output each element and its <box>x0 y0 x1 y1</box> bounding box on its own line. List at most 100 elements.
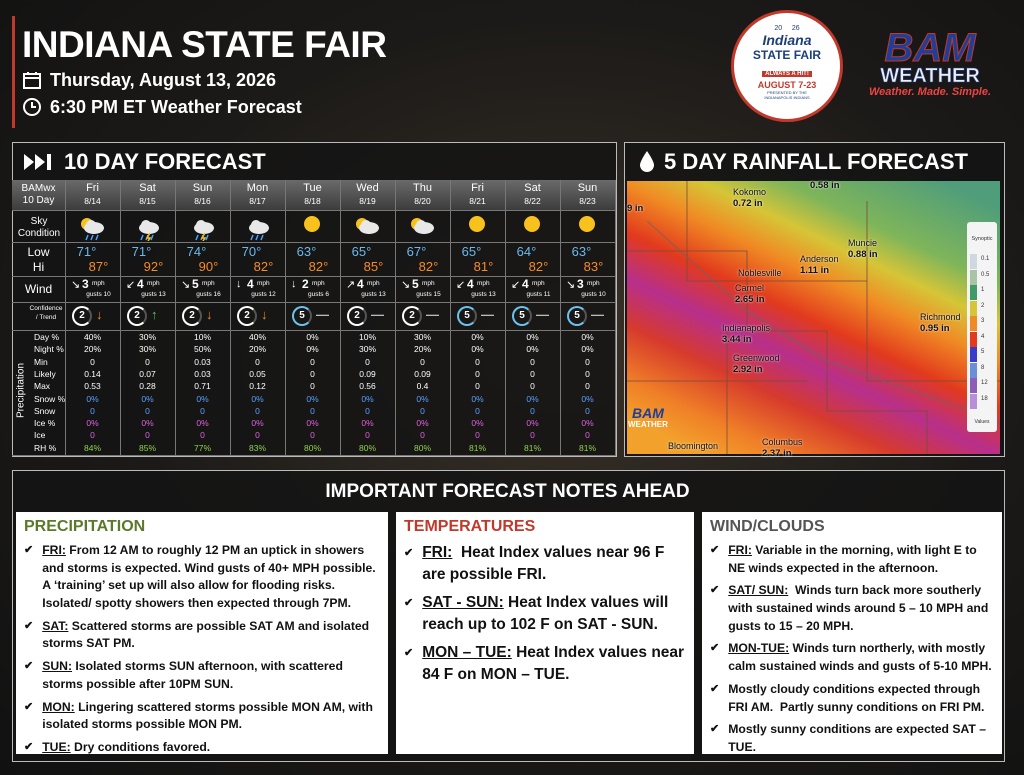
sky-icon <box>411 218 434 234</box>
sky-cell <box>131 213 163 242</box>
note-text: SAT: Scattered storms are possible SAT A… <box>42 618 380 653</box>
rain-drop <box>250 234 254 241</box>
hi-temp: 82° <box>528 259 549 274</box>
note-lead: SUN: <box>42 659 73 674</box>
day-date: 8/21 <box>469 196 486 206</box>
map-city: Anderson <box>800 254 839 264</box>
precip-value: 0.03 <box>194 356 211 367</box>
day-date: 8/19 <box>359 196 376 206</box>
precip-value: 30% <box>358 344 376 355</box>
corner-label: BAMwx <box>21 183 56 194</box>
precip-value: 10% <box>193 332 211 342</box>
accent-bar <box>12 16 15 128</box>
day-date: 8/14 <box>84 196 101 206</box>
precip-value: 40% <box>83 332 101 342</box>
precip-value: 0% <box>306 393 319 404</box>
confidence: 2 <box>347 306 367 326</box>
precip-value: 0 <box>530 381 535 392</box>
watermark-sub: WEATHER <box>628 420 668 429</box>
precip-side-label: Precipitation <box>15 362 27 419</box>
map-city: Muncie <box>848 238 878 248</box>
map-label: Bloomington <box>668 441 718 452</box>
precip-value: 0 <box>90 405 95 416</box>
note-lead: MON – TUE: <box>422 643 512 661</box>
legend-label: 5 <box>981 349 985 355</box>
note-body: Isolated storms SUN afternoon, with scat… <box>42 659 347 691</box>
precip-value: 0% <box>416 393 429 404</box>
cloud <box>251 220 261 230</box>
legend-swatch <box>970 285 977 300</box>
col-line <box>65 180 66 455</box>
precip-value: 0% <box>306 332 319 342</box>
forecast-table: BAMwx 10 Day Sky Condition Low Hi Wind Confide… <box>12 180 616 456</box>
precip-value: 0.09 <box>414 368 431 379</box>
col-line <box>560 180 561 455</box>
legend-label: 3 <box>981 318 985 324</box>
rain-drop <box>150 234 154 241</box>
wind-gusts: gusts 13 <box>141 291 166 298</box>
wind-speed: 2 <box>302 277 309 291</box>
day-date: 8/20 <box>414 196 431 206</box>
note-text: FRI: From 12 AM to roughly 12 PM an upti… <box>42 542 380 613</box>
col-line <box>340 180 341 455</box>
day-name: Wed <box>356 182 379 194</box>
row-line <box>12 210 616 211</box>
hi-temp: 85° <box>363 259 384 274</box>
precip-value: 0% <box>306 418 319 429</box>
note-body: Heat Index values near 96 F are possible… <box>422 544 669 584</box>
confidence: 5 <box>457 306 477 326</box>
note-body: Dry conditions favored. <box>70 739 211 754</box>
precip-value: 81% <box>578 442 596 453</box>
hi-temp: 81° <box>473 259 494 274</box>
note-text: MON-TUE: Winds turn northerly, with most… <box>728 640 994 675</box>
rainfall-map <box>627 181 1000 454</box>
precip-value: 0 <box>310 381 315 392</box>
precip-value: 30% <box>138 332 156 342</box>
low-temp: 63° <box>296 244 317 259</box>
panel-title: 10 DAY FORECAST <box>64 149 266 174</box>
map-city: Carmel <box>735 283 765 293</box>
legend-swatch <box>970 393 977 409</box>
precip-value: 0% <box>581 393 594 404</box>
wind-unit: mph <box>147 280 160 287</box>
precip-value: 0.07 <box>139 368 156 379</box>
precip-value: 0% <box>361 393 374 404</box>
precip-row-label: Snow <box>34 405 56 416</box>
sky-icon <box>356 218 379 234</box>
map-amount: 2.65 in <box>735 294 765 305</box>
note-heading: PRECIPITATION <box>24 518 146 535</box>
note-text: TUE: Dry conditions favored. <box>42 739 210 757</box>
note-item: MON-TUE: Winds turn northerly, with most… <box>710 640 994 675</box>
trend: — <box>316 307 329 322</box>
note-item: SAT - SUN: Heat Index values will reach … <box>404 592 686 637</box>
trend: ↓ <box>261 307 268 322</box>
note-item: SAT/ SUN: Winds turn back more southerly… <box>710 582 994 635</box>
map-amount: 2.37 in <box>762 448 792 459</box>
precip-value: 84% <box>83 442 101 453</box>
wind-speed: 4 <box>247 277 254 291</box>
day-name: Sun <box>192 182 213 194</box>
legend-label: 0.5 <box>981 271 990 278</box>
precip-value: 0 <box>530 368 535 379</box>
map-amount: 9 in <box>627 203 644 214</box>
precip-value: 0 <box>585 368 590 379</box>
precip-value: 0 <box>255 356 260 367</box>
wind-gusts: gusts 10 <box>86 291 111 298</box>
low-temp: 67° <box>406 244 427 259</box>
precip-value: 0 <box>145 405 150 416</box>
precip-value: 0 <box>530 405 535 416</box>
note-lead: TUE: <box>42 739 71 754</box>
sky-icon <box>139 220 159 242</box>
sky-cell <box>241 213 273 241</box>
note-body: Mostly cloudy conditions expected throug… <box>728 681 985 714</box>
legend-swatch <box>970 362 977 378</box>
rain-drop <box>90 234 94 241</box>
rain-drop <box>195 234 199 241</box>
precip-value: 77% <box>193 442 211 453</box>
precip-value: 0 <box>475 356 480 367</box>
hi-temp: 92° <box>143 259 164 274</box>
map-label: Greenwood 2.92 in <box>733 353 780 375</box>
precip-value: 80% <box>413 442 431 453</box>
precip-value: 0% <box>196 393 209 404</box>
low-temp: 70° <box>241 244 262 259</box>
